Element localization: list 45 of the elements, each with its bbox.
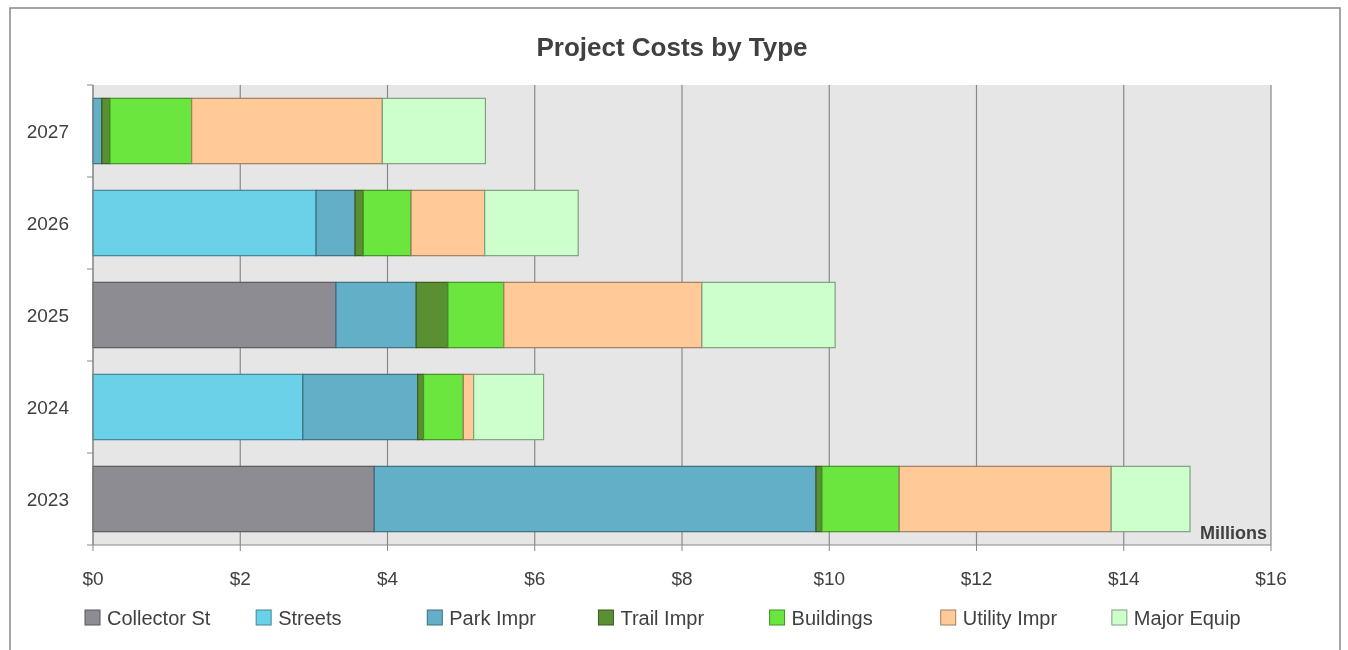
legend-label: Streets [278,606,342,629]
bar [701,281,836,349]
x-tick-label: $16 [1255,568,1287,589]
y-tick-label: 2025 [26,304,69,326]
y-tick-label: 2026 [26,212,69,234]
x-tick-label: $8 [671,568,693,589]
legend-label: Buildings [791,606,873,629]
bar [302,373,419,441]
bar [473,373,545,441]
legend-label: Utility Impr [962,606,1058,629]
bar [191,97,383,165]
bar [447,281,505,349]
bar [898,465,1112,533]
x-tick-label: $0 [82,568,104,589]
bar [1110,465,1191,533]
x-tick-label: $6 [524,568,546,589]
bar [92,189,317,257]
x-tick-label: $12 [960,568,993,589]
bar [373,465,817,533]
annotation: Millions [1200,523,1267,543]
bar [503,281,703,349]
bar [381,97,487,165]
y-tick-label: 2027 [26,120,69,142]
bar [92,373,304,441]
legend-label: Collector St [107,606,211,629]
bar [354,189,364,257]
legend-label: Park Impr [449,606,537,629]
chart-title: Project Costs by Type [536,32,808,62]
bar [109,97,193,165]
legend-label: Trail Impr [620,606,705,629]
x-tick-label: $10 [813,568,846,589]
x-tick-label: $2 [229,568,251,589]
x-tick-label: $14 [1107,568,1141,589]
bar [335,281,417,349]
bar [415,281,449,349]
bar [315,189,356,257]
x-tick-label: $4 [376,568,399,589]
bar [362,189,412,257]
bar [422,373,464,441]
y-tick-label: 2024 [26,396,70,418]
bar [410,189,486,257]
legend-label: Major Equip [1133,606,1241,629]
bar [821,465,900,533]
bar [484,189,579,257]
y-tick-label: 2023 [26,488,69,510]
